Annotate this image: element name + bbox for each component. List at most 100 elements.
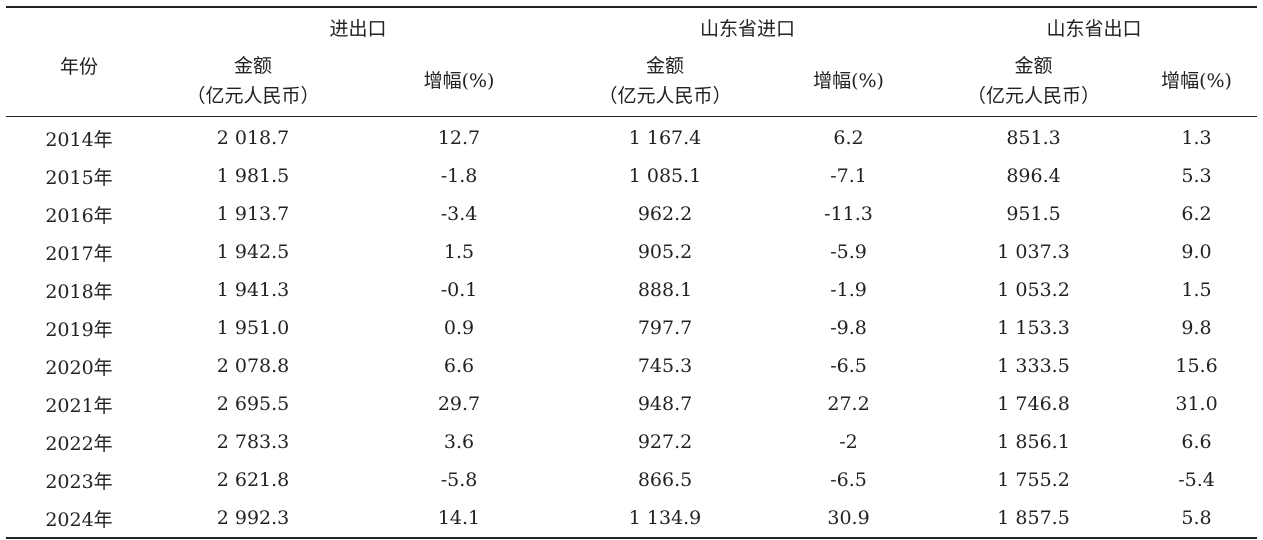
year-cell: 2024年	[45, 508, 113, 531]
export-amount-cell: 896.4	[1006, 165, 1061, 187]
import-growth-cell: 30.9	[827, 507, 870, 529]
table-row: 2021年 2 695.5 29.7 948.7 27.2 1 746.8 31…	[6, 385, 1257, 423]
export-amount-cell: 1 856.1	[997, 431, 1070, 453]
amount-header-import: 金额 （亿元人民币）	[564, 46, 766, 117]
table-row: 2015年 1 981.5 -1.8 1 085.1 -7.1 896.4 5.…	[6, 157, 1257, 195]
import-amount-cell: 962.2	[637, 203, 693, 225]
export-amount-cell: 851.3	[1006, 127, 1061, 149]
amount-label: 金额	[646, 55, 685, 77]
amount-label: 金额	[1014, 55, 1053, 77]
table-row: 2017年 1 942.5 1.5 905.2 -5.9 1 037.3 9.0	[6, 233, 1257, 271]
export-growth-cell: 9.0	[1181, 241, 1212, 263]
import-growth-cell: -1.9	[830, 279, 867, 301]
amount-unit: （亿元人民币）	[186, 85, 320, 107]
export-amount-cell: 1 755.2	[997, 469, 1070, 491]
import-amount-cell: 797.7	[637, 317, 693, 339]
year-cell: 2022年	[45, 432, 113, 455]
amount-header-export: 金额 （亿元人民币）	[931, 46, 1136, 117]
table-row: 2019年 1 951.0 0.9 797.7 -9.8 1 153.3 9.8	[6, 309, 1257, 347]
export-growth-cell: 5.8	[1181, 507, 1212, 529]
group-header-export: 山东省出口	[1046, 17, 1142, 40]
total-growth-cell: -5.8	[440, 469, 478, 491]
import-growth-cell: -2	[839, 431, 858, 453]
year-cell: 2018年	[45, 280, 113, 303]
total-amount-cell: 2 695.5	[216, 393, 290, 415]
total-amount-cell: 2 992.3	[216, 507, 290, 529]
export-growth-cell: 6.6	[1181, 431, 1212, 453]
export-amount-cell: 1 746.8	[997, 393, 1070, 415]
total-growth-cell: -0.1	[440, 279, 478, 301]
total-growth-cell: -1.8	[440, 165, 478, 187]
total-amount-cell: 1 941.3	[216, 279, 290, 301]
total-amount-cell: 1 981.5	[216, 165, 290, 187]
import-amount-cell: 927.2	[637, 431, 693, 453]
table-row: 2018年 1 941.3 -0.1 888.1 -1.9 1 053.2 1.…	[6, 271, 1257, 309]
total-growth-cell: 1.5	[443, 241, 475, 263]
table-row: 2014年 2 018.7 12.7 1 167.4 6.2 851.3 1.3	[6, 117, 1257, 158]
trade-table-container: 年份 进出口 山东省进口 山东省出口 金额 （亿元人民币） 增幅(%) 金额 （…	[6, 6, 1258, 539]
table-body: 2014年 2 018.7 12.7 1 167.4 6.2 851.3 1.3…	[6, 117, 1257, 539]
year-cell: 2016年	[45, 204, 113, 227]
year-cell: 2015年	[45, 166, 113, 189]
total-amount-cell: 2 078.8	[216, 355, 290, 377]
export-growth-cell: 15.6	[1175, 355, 1218, 377]
import-growth-cell: -6.5	[830, 469, 867, 491]
group-header-total: 进出口	[329, 17, 387, 40]
export-growth-cell: 6.2	[1181, 203, 1212, 225]
export-amount-cell: 1 037.3	[997, 241, 1070, 263]
year-cell: 2017年	[45, 242, 113, 265]
table-row: 2022年 2 783.3 3.6 927.2 -2 1 856.1 6.6	[6, 423, 1257, 461]
total-growth-cell: -3.4	[440, 203, 478, 225]
total-amount-cell: 2 621.8	[216, 469, 290, 491]
total-amount-cell: 1 913.7	[216, 203, 290, 225]
export-amount-cell: 1 153.3	[997, 317, 1070, 339]
year-cell: 2020年	[45, 356, 113, 379]
total-amount-cell: 2 018.7	[216, 127, 290, 149]
export-amount-cell: 1 333.5	[997, 355, 1070, 377]
table-header: 年份 进出口 山东省进口 山东省出口 金额 （亿元人民币） 增幅(%) 金额 （…	[6, 7, 1258, 117]
import-growth-cell: -11.3	[824, 203, 873, 225]
import-growth-cell: 6.2	[833, 127, 864, 149]
import-amount-cell: 888.1	[637, 279, 693, 301]
total-amount-cell: 2 783.3	[216, 431, 290, 453]
total-growth-cell: 12.7	[437, 127, 481, 149]
year-column-header: 年份	[59, 55, 98, 78]
total-growth-cell: 3.6	[443, 431, 475, 453]
import-amount-cell: 745.3	[637, 355, 693, 377]
year-cell: 2023年	[45, 470, 113, 493]
growth-header-total: 增幅(%)	[423, 70, 495, 92]
total-amount-cell: 1 942.5	[216, 241, 290, 263]
import-amount-cell: 948.7	[637, 393, 693, 415]
import-amount-cell: 905.2	[637, 241, 693, 263]
total-growth-cell: 29.7	[437, 393, 481, 415]
growth-header-import: 增幅(%)	[813, 70, 884, 92]
import-growth-cell: -5.9	[830, 241, 867, 263]
table-row: 2016年 1 913.7 -3.4 962.2 -11.3 951.5 6.2	[6, 195, 1257, 233]
export-amount-cell: 951.5	[1006, 203, 1061, 225]
export-growth-cell: 9.8	[1181, 317, 1212, 339]
year-cell: 2014年	[45, 128, 113, 151]
growth-header-export: 增幅(%)	[1161, 70, 1232, 92]
export-amount-cell: 1 857.5	[997, 507, 1070, 529]
total-growth-cell: 0.9	[443, 317, 475, 339]
export-growth-cell: 1.5	[1181, 279, 1212, 301]
total-growth-cell: 14.1	[437, 507, 481, 529]
header-row-metrics: 金额 （亿元人民币） 增幅(%) 金额 （亿元人民币） 增幅(%) 金额 （亿元…	[6, 46, 1258, 117]
import-growth-cell: -7.1	[830, 165, 867, 187]
import-amount-cell: 1 167.4	[628, 127, 702, 149]
export-growth-cell: -5.4	[1178, 469, 1215, 491]
export-growth-cell: 5.3	[1181, 165, 1212, 187]
import-amount-cell: 866.5	[637, 469, 693, 491]
total-growth-cell: 6.6	[443, 355, 475, 377]
trade-table: 年份 进出口 山东省进口 山东省出口 金额 （亿元人民币） 增幅(%) 金额 （…	[6, 6, 1258, 539]
import-growth-cell: 27.2	[827, 393, 870, 415]
group-header-import: 山东省进口	[700, 17, 796, 40]
export-growth-cell: 1.3	[1181, 127, 1212, 149]
year-cell: 2021年	[45, 394, 113, 417]
import-growth-cell: -6.5	[830, 355, 867, 377]
amount-unit: （亿元人民币）	[598, 85, 732, 107]
year-cell: 2019年	[45, 318, 113, 341]
import-amount-cell: 1 085.1	[628, 165, 702, 187]
amount-label: 金额	[233, 55, 272, 77]
amount-unit: （亿元人民币）	[967, 85, 1101, 107]
